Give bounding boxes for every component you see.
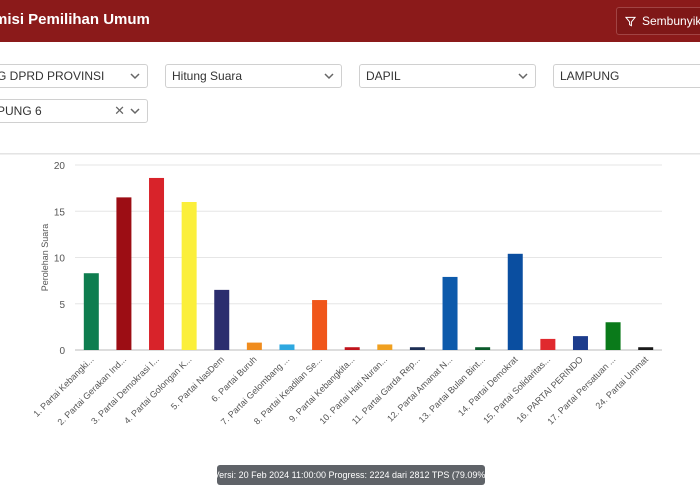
chevron-down-icon	[130, 73, 140, 80]
version-progress-badge: Versi: 20 Feb 2024 11:00:00 Progress: 22…	[214, 465, 488, 485]
bar-4[interactable]	[181, 202, 197, 350]
bar-9[interactable]	[344, 347, 360, 350]
bar-8[interactable]	[312, 300, 328, 350]
election-type-value: G DPRD PROVINSI	[0, 69, 105, 83]
hide-filters-label: Sembunyikan	[642, 14, 700, 28]
clear-icon[interactable]: ✕	[114, 103, 125, 118]
vote-bar-chart: 0 5 10 15 20 Perolehan Suara 1. Partai Kebangk…	[31, 161, 662, 427]
chevron-down-icon	[518, 73, 528, 80]
chevron-down-icon	[324, 73, 334, 80]
bar-11[interactable]	[409, 347, 425, 350]
app-header: misi Pemilihan Umum Sembunyikan	[0, 0, 700, 42]
bar-5[interactable]	[214, 289, 230, 350]
y-tick-label: 0	[59, 346, 65, 357]
bar-18[interactable]	[638, 347, 654, 350]
bar-3[interactable]	[149, 177, 165, 350]
bar-1[interactable]	[83, 273, 99, 350]
x-tick-label: 1. Partai Kebangki...	[31, 354, 95, 418]
bar-15[interactable]	[540, 338, 556, 350]
filter-panel: G DPRD PROVINSI Hitung Suara DAPIL LAMPU…	[0, 42, 700, 154]
y-tick-label: 15	[54, 207, 66, 218]
province-select[interactable]: LAMPUNG	[553, 64, 700, 88]
district-value: PUNG 6	[0, 104, 42, 118]
election-type-select[interactable]: G DPRD PROVINSI	[0, 64, 148, 88]
page-title: misi Pemilihan Umum	[0, 11, 150, 28]
bar-2[interactable]	[116, 197, 132, 350]
district-select[interactable]: PUNG 6 ✕	[0, 99, 148, 123]
hide-filters-button[interactable]: Sembunyikan	[616, 7, 700, 35]
vote-chart-panel: 0 5 10 15 20 Perolehan Suara 1. Partai Kebangk…	[0, 155, 700, 500]
bar-7[interactable]	[279, 344, 295, 350]
y-tick-label: 10	[54, 254, 66, 265]
mode-select[interactable]: Hitung Suara	[165, 64, 342, 88]
bar-16[interactable]	[572, 336, 588, 350]
y-tick-label: 20	[54, 161, 66, 172]
bar-6[interactable]	[246, 342, 262, 350]
level-value: DAPIL	[366, 69, 401, 83]
mode-value: Hitung Suara	[172, 69, 243, 83]
bar-14[interactable]	[507, 253, 523, 350]
y-tick-label: 5	[59, 300, 65, 311]
province-value: LAMPUNG	[560, 69, 620, 83]
x-tick-label: 14. Partai Demokrat	[456, 354, 520, 418]
chevron-down-icon	[130, 108, 140, 115]
bar-17[interactable]	[605, 322, 621, 350]
level-select[interactable]: DAPIL	[359, 64, 536, 88]
bar-12[interactable]	[442, 276, 458, 350]
y-axis-label: Perolehan Suara	[40, 224, 50, 292]
bar-13[interactable]	[475, 347, 491, 350]
filter-icon	[625, 16, 636, 26]
bar-10[interactable]	[377, 344, 393, 350]
